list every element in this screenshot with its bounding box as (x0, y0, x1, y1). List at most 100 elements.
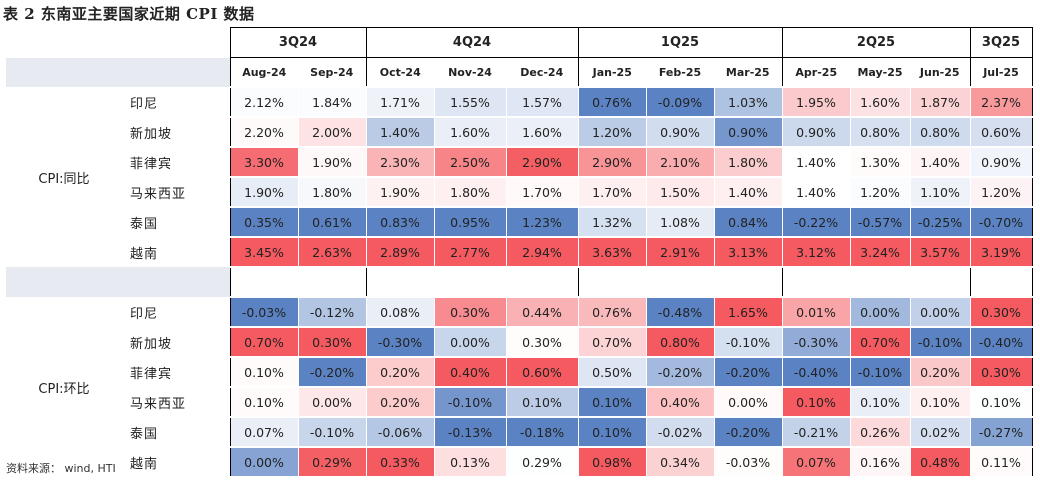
table-row: CPI:同比 印尼 2.12% 1.84% 1.71% 1.55% 1.57% 0.76% -0… (6, 86, 1033, 267)
quarter-header-row: 3Q24 4Q24 1Q25 2Q25 3Q25 (6, 27, 1033, 58)
value-cell: 1.70% (577, 176, 647, 208)
country-label: 新加坡 (130, 126, 173, 142)
month-label: Nov-24 (434, 57, 506, 88)
country-label: 新加坡 (130, 336, 173, 352)
value-cell: -0.10% (849, 356, 911, 388)
value-cell: 1.80% (713, 146, 783, 178)
value-cell: 0.26% (849, 416, 911, 448)
spacer-cell (969, 266, 1033, 297)
value-cell: 2.30% (365, 146, 435, 178)
value-cell: 2.63% (297, 236, 367, 268)
value-cell: -0.20% (713, 356, 783, 388)
value-cell: 1.95% (781, 86, 851, 118)
table-row: 越南 3.45% 2.63% 2.89% 2.77% 2.94% 3.63% 2.91% 3.1… (6, 236, 1033, 268)
value-cell: 0.84% (713, 206, 783, 238)
source-note: 资料来源： wind, HTI (6, 462, 116, 475)
value-cell: 1.87% (909, 86, 971, 118)
value-cell: 2.20% (229, 116, 299, 148)
month-label: Aug-24 (229, 57, 298, 88)
corner-cell (122, 57, 230, 87)
value-cell: 1.03% (713, 86, 783, 118)
country-label: 越南 (130, 456, 159, 472)
table-row: 泰国 0.07% -0.10% -0.06% -0.13% -0.18% 0.10% -0.0… (6, 416, 1033, 448)
value-cell: 1.57% (505, 86, 579, 118)
corner-cell (122, 28, 230, 58)
value-cell: -0.18% (505, 416, 579, 448)
value-cell: -0.30% (365, 326, 435, 358)
value-cell: 0.95% (433, 206, 507, 238)
value-cell: 2.37% (969, 86, 1033, 118)
value-cell: 2.12% (229, 86, 299, 118)
value-cell: 0.61% (297, 206, 367, 238)
value-cell: -0.06% (365, 416, 435, 448)
value-cell: 1.80% (433, 176, 507, 208)
table-row: 马来西亚 1.90% 1.80% 1.90% 1.80% 1.70% 1.70% 1.50% 1… (6, 176, 1033, 208)
value-cell: 1.30% (849, 146, 911, 178)
month-label: Feb-25 (646, 57, 714, 88)
value-cell: 3.63% (577, 236, 647, 268)
value-cell: 2.91% (645, 236, 715, 268)
value-cell: 0.90% (645, 116, 715, 148)
value-cell: 0.35% (229, 206, 299, 238)
value-cell: -0.12% (297, 296, 367, 328)
country-label: 马来西亚 (130, 396, 187, 412)
spacer-cell (714, 267, 782, 297)
month-label: Dec-24 (506, 57, 578, 88)
table-row: CPI:环比 印尼 -0.03% -0.12% 0.08% 0.30% 0.44% 0.76%… (6, 296, 1033, 477)
value-cell: 0.44% (505, 296, 579, 328)
value-cell: -0.48% (645, 296, 715, 328)
value-cell: 0.90% (781, 116, 851, 148)
value-cell: 1.40% (365, 116, 435, 148)
value-cell: 1.65% (713, 296, 783, 328)
value-cell: 0.10% (229, 356, 299, 388)
value-cell: 1.70% (505, 176, 579, 208)
corner-cell (6, 57, 122, 87)
table-row: 泰国 0.35% 0.61% 0.83% 0.95% 1.23% 1.32% 1.08% 0.8… (6, 206, 1033, 238)
value-cell: 3.57% (909, 236, 971, 268)
spacer-cell (434, 267, 506, 297)
value-cell: 0.13% (433, 446, 507, 478)
value-cell: 3.30% (229, 146, 299, 178)
value-cell: -0.09% (645, 86, 715, 118)
value-cell: 0.40% (433, 356, 507, 388)
table-body: 3Q24 4Q24 1Q25 2Q25 3Q25 Aug-24 Sep-24 Oct-24 No… (6, 27, 1033, 478)
spacer-cell (850, 267, 910, 297)
value-cell: -0.10% (297, 416, 367, 448)
cpi-table: 3Q24 4Q24 1Q25 2Q25 3Q25 Aug-24 Sep-24 Oct-24 No… (6, 27, 1033, 478)
value-cell: 2.00% (297, 116, 367, 148)
spacer-cell (910, 267, 970, 297)
value-cell: -0.30% (781, 326, 851, 358)
value-cell: -0.40% (969, 326, 1033, 358)
value-cell: -0.27% (969, 416, 1033, 448)
value-cell: 1.71% (365, 86, 435, 118)
value-cell: 0.11% (969, 446, 1033, 478)
month-label: Apr-25 (781, 57, 850, 88)
value-cell: -0.57% (849, 206, 911, 238)
value-cell: 0.80% (849, 116, 911, 148)
value-cell: 0.90% (713, 116, 783, 148)
value-cell: 1.90% (229, 176, 299, 208)
quarter-label-3q25: 3Q25 (969, 27, 1033, 58)
value-cell: 1.60% (433, 116, 507, 148)
value-cell: 0.10% (229, 386, 299, 418)
value-cell: 1.40% (781, 146, 851, 178)
value-cell: -0.10% (909, 326, 971, 358)
value-cell: 0.60% (969, 116, 1033, 148)
value-cell: 0.34% (645, 446, 715, 478)
spacer-cell (781, 266, 850, 297)
value-cell: 0.80% (909, 116, 971, 148)
table-row: 新加坡 0.70% 0.30% -0.30% 0.00% 0.30% 0.70% 0.80% -… (6, 326, 1033, 358)
value-cell: 0.20% (909, 356, 971, 388)
value-cell: 0.00% (713, 386, 783, 418)
group-label: CPI:环比 (6, 297, 122, 477)
value-cell: 0.00% (297, 386, 367, 418)
country-label: 泰国 (130, 216, 159, 232)
value-cell: 0.10% (505, 386, 579, 418)
value-cell: 2.90% (505, 146, 579, 178)
month-label: Jul-25 (969, 57, 1033, 88)
value-cell: 2.10% (645, 146, 715, 178)
value-cell: 0.00% (909, 296, 971, 328)
value-cell: 0.10% (849, 386, 911, 418)
country-label: 马来西亚 (130, 186, 187, 202)
table-title: 表 2 东南亚主要国家近期 CPI 数据 (3, 5, 255, 23)
